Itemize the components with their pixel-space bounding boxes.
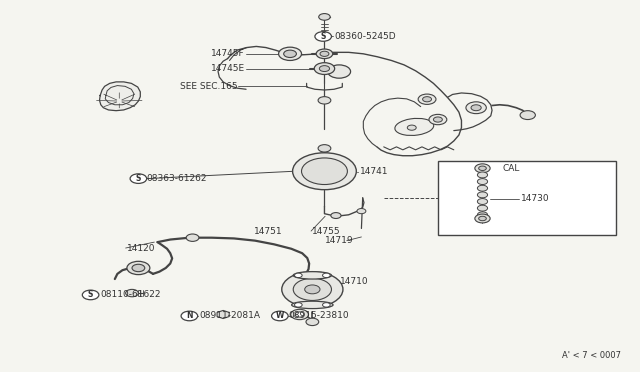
Circle shape (284, 50, 296, 58)
Text: 14730: 14730 (521, 195, 549, 203)
Circle shape (125, 289, 138, 297)
Circle shape (422, 97, 431, 102)
Circle shape (294, 273, 302, 278)
Circle shape (278, 47, 301, 61)
Circle shape (318, 145, 331, 152)
Circle shape (477, 205, 488, 211)
Circle shape (475, 164, 490, 173)
Text: 14745E: 14745E (211, 64, 245, 73)
Text: S: S (321, 32, 326, 41)
Polygon shape (100, 82, 140, 111)
Circle shape (315, 32, 332, 41)
Circle shape (186, 234, 199, 241)
Circle shape (477, 199, 488, 205)
Ellipse shape (293, 272, 332, 279)
Circle shape (323, 303, 330, 307)
Circle shape (306, 318, 319, 326)
Text: 14741: 14741 (360, 167, 388, 176)
Text: 14120: 14120 (127, 244, 156, 253)
Circle shape (83, 290, 99, 300)
Circle shape (477, 179, 488, 185)
Text: A' < 7 < 0007: A' < 7 < 0007 (562, 350, 621, 360)
Text: S: S (88, 291, 93, 299)
Circle shape (320, 51, 329, 57)
Text: S: S (136, 174, 141, 183)
Circle shape (331, 212, 341, 218)
Circle shape (271, 311, 288, 321)
Circle shape (477, 185, 488, 191)
Text: 14755: 14755 (312, 227, 341, 235)
Circle shape (475, 214, 490, 223)
Circle shape (357, 209, 366, 214)
Circle shape (520, 111, 536, 119)
Text: 14751: 14751 (254, 227, 283, 235)
Circle shape (433, 117, 442, 122)
Circle shape (316, 49, 333, 59)
Text: 08360-5245D: 08360-5245D (334, 32, 396, 41)
Circle shape (291, 310, 308, 320)
Circle shape (282, 272, 343, 307)
Circle shape (429, 114, 447, 125)
Polygon shape (217, 310, 229, 318)
Circle shape (407, 125, 416, 130)
Circle shape (301, 158, 348, 185)
Circle shape (466, 102, 486, 113)
Circle shape (323, 273, 330, 278)
Circle shape (305, 285, 320, 294)
Text: 08363-61262: 08363-61262 (147, 174, 207, 183)
Bar (438, 161, 616, 235)
Circle shape (130, 174, 147, 183)
Circle shape (127, 261, 150, 275)
Circle shape (477, 192, 488, 198)
Circle shape (181, 311, 198, 321)
Text: SEE SEC.165: SEE SEC.165 (180, 82, 237, 91)
Circle shape (295, 312, 304, 317)
Ellipse shape (395, 118, 434, 135)
Text: 08915-23810: 08915-23810 (288, 311, 349, 320)
Circle shape (319, 13, 330, 20)
Text: 08911-2081A: 08911-2081A (199, 311, 260, 320)
Circle shape (294, 303, 302, 307)
Circle shape (318, 97, 331, 104)
Text: CAL: CAL (502, 164, 520, 173)
Text: N: N (186, 311, 193, 320)
Circle shape (418, 94, 436, 105)
Text: 14710: 14710 (340, 278, 369, 286)
Text: 08110-61622: 08110-61622 (100, 291, 161, 299)
Circle shape (477, 172, 488, 178)
Circle shape (132, 264, 145, 272)
Text: 14719: 14719 (325, 236, 354, 245)
Circle shape (293, 278, 332, 301)
Circle shape (328, 65, 351, 78)
Circle shape (319, 65, 330, 71)
Circle shape (477, 212, 488, 218)
Text: W: W (276, 311, 284, 320)
Circle shape (479, 216, 486, 221)
Text: 14745F: 14745F (211, 49, 245, 58)
Circle shape (471, 105, 481, 111)
Circle shape (479, 166, 486, 170)
Circle shape (314, 62, 335, 74)
Circle shape (292, 153, 356, 190)
Ellipse shape (292, 301, 333, 309)
